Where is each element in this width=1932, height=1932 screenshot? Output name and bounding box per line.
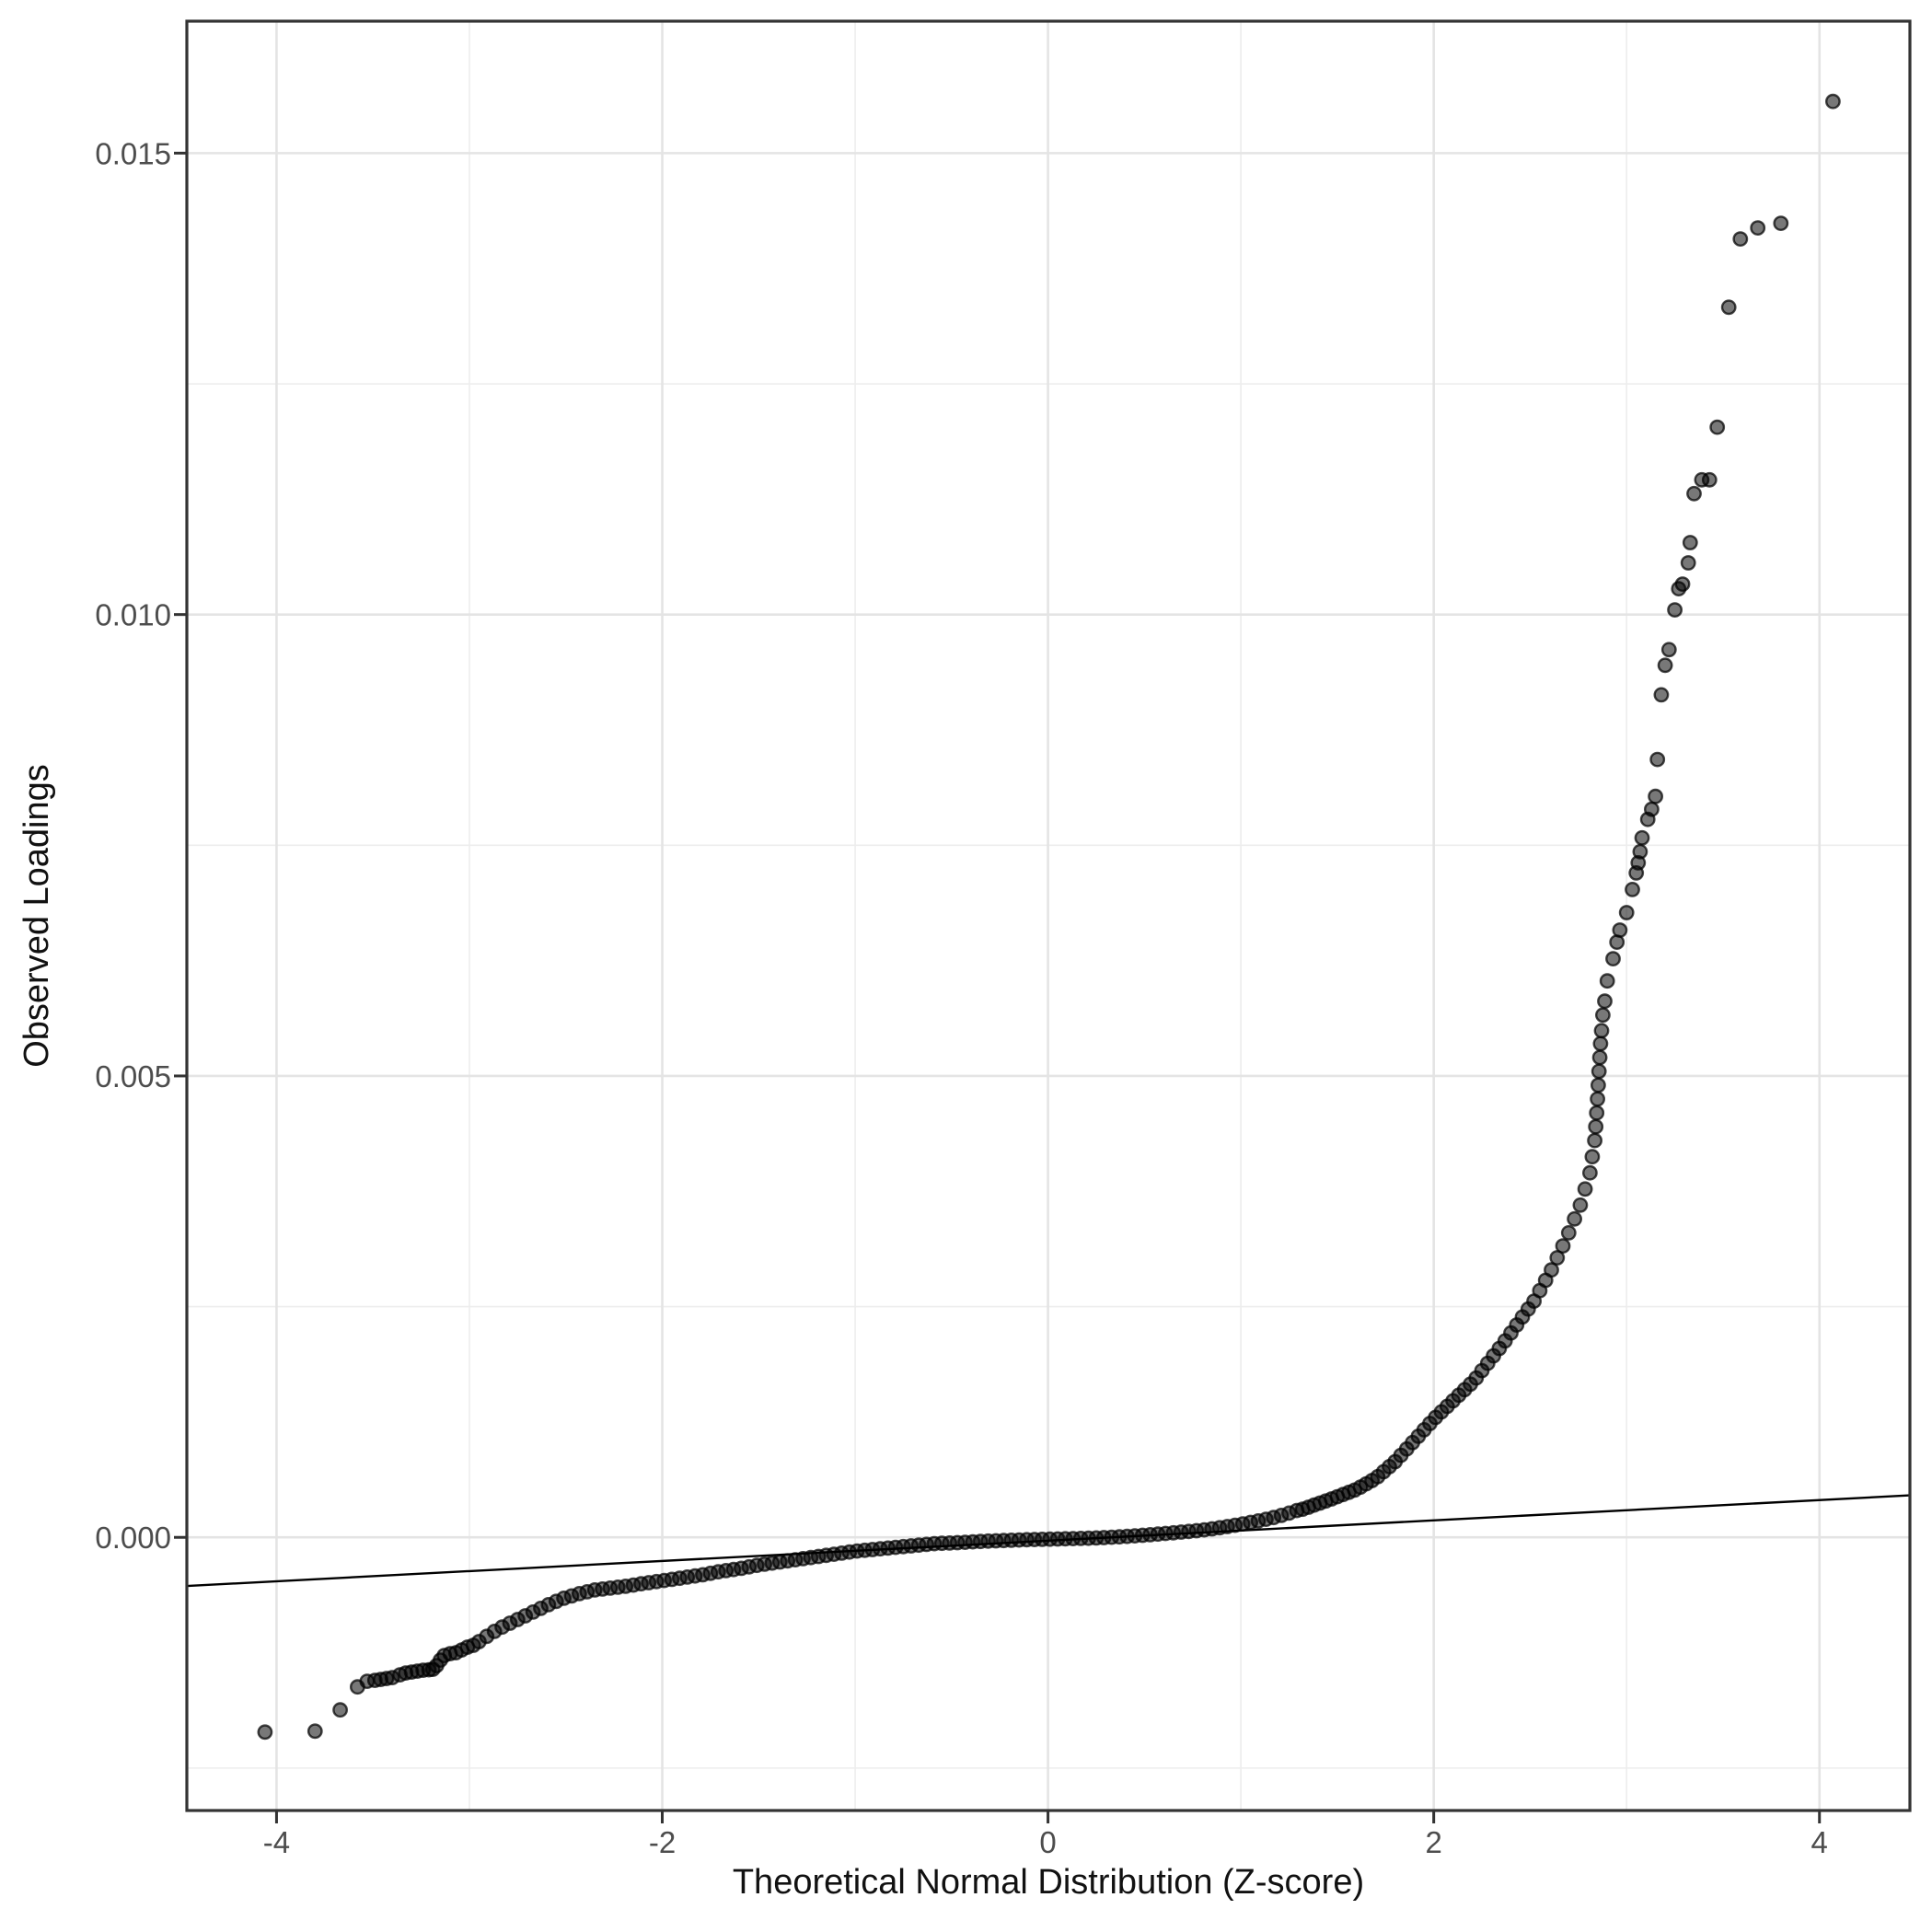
x-tick-label: 4 [1811, 1825, 1828, 1859]
x-tick-label: -4 [263, 1825, 290, 1859]
y-tick-label: 0.005 [95, 1059, 171, 1093]
data-point [1632, 843, 1649, 860]
qq-reference-line [186, 1494, 1911, 1588]
data-point [1555, 1238, 1571, 1255]
x-axis-tick-labels: -4 -2 0 2 4 [263, 1825, 1828, 1859]
data-point [1588, 1118, 1604, 1135]
data-point [1644, 801, 1660, 817]
data-point [1686, 485, 1702, 502]
y-tick-label: 0.000 [95, 1521, 171, 1555]
data-point [1592, 1035, 1609, 1052]
data-point [1618, 905, 1635, 920]
data-point [1560, 1225, 1577, 1241]
data-point [1572, 1197, 1589, 1213]
data-point [1589, 1105, 1605, 1121]
y-axis-tick-labels: 0.000 0.005 0.010 0.015 [95, 136, 171, 1555]
data-point [1701, 471, 1718, 488]
data-point [1590, 1091, 1606, 1107]
data-point [1825, 93, 1841, 110]
data-point [1634, 829, 1650, 846]
data-point [1587, 1132, 1603, 1149]
data-point [1577, 1181, 1593, 1197]
data-point [307, 1723, 323, 1740]
data-point [1657, 657, 1673, 674]
y-tick-label: 0.010 [95, 598, 171, 632]
data-point [1732, 231, 1749, 248]
data-point [1674, 576, 1691, 592]
data-point [1720, 299, 1737, 316]
data-point [1597, 993, 1613, 1010]
data-point [1773, 215, 1789, 232]
data-point [1648, 788, 1664, 804]
data-point [1591, 1049, 1608, 1066]
data-point [1591, 1077, 1606, 1093]
x-tick-label: 2 [1425, 1825, 1441, 1859]
data-point [1709, 419, 1726, 435]
data-point [1682, 535, 1698, 550]
data-point [1582, 1164, 1598, 1181]
data-point [1653, 687, 1670, 703]
data-point [1599, 973, 1615, 989]
data-point [1549, 1250, 1566, 1266]
axis-tick-marks [174, 151, 1822, 1823]
data-point [1544, 1262, 1559, 1278]
x-axis-title: Theoretical Normal Distribution (Z-score… [733, 1863, 1364, 1902]
data-point [1750, 220, 1766, 237]
data-point [1680, 555, 1696, 571]
data-point [257, 1724, 273, 1741]
data-point [1595, 1007, 1611, 1024]
data-point [1591, 1063, 1607, 1080]
data-point [1612, 922, 1628, 938]
x-tick-label: 0 [1039, 1825, 1056, 1859]
y-axis-title: Observed Loadings [17, 764, 56, 1068]
data-point [1649, 751, 1666, 768]
data-point [1567, 1210, 1583, 1227]
x-tick-label: -2 [649, 1825, 676, 1859]
y-tick-label: 0.015 [95, 136, 171, 170]
data-point [1584, 1149, 1601, 1165]
data-point [1625, 882, 1640, 897]
data-point [1593, 1023, 1610, 1039]
data-point [1667, 602, 1683, 618]
data-point [1605, 951, 1621, 967]
data-point [332, 1702, 348, 1718]
data-point [1660, 642, 1677, 658]
